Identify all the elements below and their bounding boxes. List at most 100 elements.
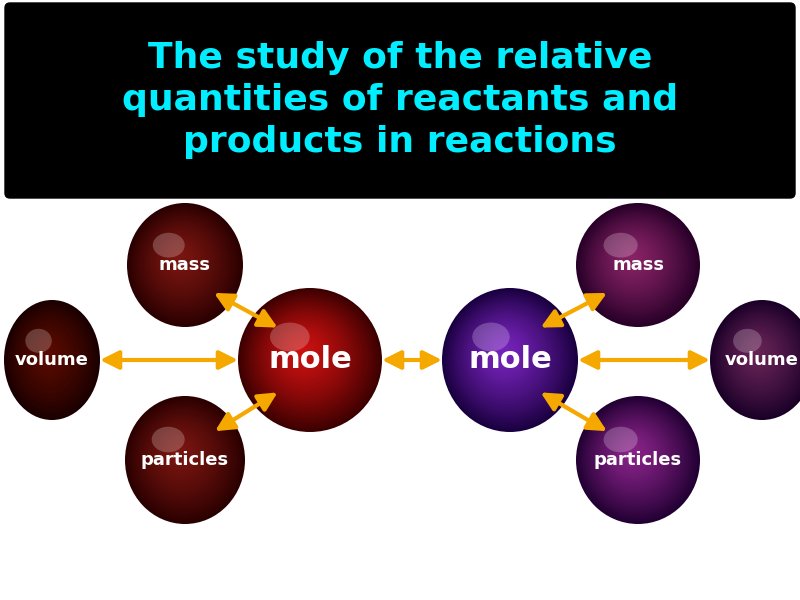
Ellipse shape	[289, 337, 318, 366]
Ellipse shape	[714, 305, 800, 413]
Ellipse shape	[458, 304, 558, 410]
Ellipse shape	[32, 334, 64, 374]
Ellipse shape	[138, 409, 230, 507]
Ellipse shape	[625, 445, 638, 458]
Ellipse shape	[622, 247, 642, 268]
Ellipse shape	[731, 324, 787, 388]
Ellipse shape	[609, 235, 658, 284]
Ellipse shape	[598, 224, 672, 298]
Ellipse shape	[253, 302, 363, 413]
Ellipse shape	[602, 227, 667, 294]
Ellipse shape	[494, 341, 512, 360]
Ellipse shape	[618, 438, 646, 467]
Ellipse shape	[162, 240, 198, 277]
Ellipse shape	[257, 307, 358, 407]
Ellipse shape	[144, 221, 222, 303]
Ellipse shape	[26, 327, 71, 383]
Ellipse shape	[150, 421, 214, 490]
Ellipse shape	[38, 341, 57, 365]
Ellipse shape	[244, 294, 374, 424]
Ellipse shape	[594, 414, 677, 499]
Ellipse shape	[582, 401, 693, 517]
Ellipse shape	[733, 329, 762, 353]
Ellipse shape	[266, 314, 347, 396]
Ellipse shape	[607, 233, 661, 287]
Ellipse shape	[711, 302, 800, 418]
Ellipse shape	[174, 252, 182, 260]
Ellipse shape	[34, 335, 62, 371]
Ellipse shape	[629, 449, 633, 453]
Ellipse shape	[587, 214, 686, 313]
Ellipse shape	[442, 288, 578, 432]
Ellipse shape	[30, 332, 66, 376]
Ellipse shape	[130, 206, 238, 322]
Ellipse shape	[726, 317, 794, 397]
Ellipse shape	[246, 296, 371, 421]
Ellipse shape	[276, 325, 334, 382]
Ellipse shape	[614, 240, 651, 277]
Ellipse shape	[460, 307, 555, 407]
Ellipse shape	[148, 419, 216, 492]
Ellipse shape	[742, 335, 774, 371]
Ellipse shape	[590, 217, 682, 308]
Ellipse shape	[17, 316, 84, 400]
Text: volume: volume	[725, 351, 799, 369]
Ellipse shape	[476, 323, 535, 385]
Ellipse shape	[607, 427, 661, 482]
Ellipse shape	[272, 320, 339, 388]
Ellipse shape	[4, 300, 100, 420]
Ellipse shape	[596, 223, 674, 301]
Ellipse shape	[130, 401, 238, 517]
Ellipse shape	[286, 335, 320, 368]
Ellipse shape	[490, 337, 517, 366]
Ellipse shape	[610, 430, 656, 478]
Ellipse shape	[739, 332, 777, 376]
Ellipse shape	[733, 325, 785, 385]
Ellipse shape	[750, 344, 763, 360]
Text: volume: volume	[15, 351, 89, 369]
Ellipse shape	[158, 235, 204, 284]
Ellipse shape	[174, 447, 182, 455]
Ellipse shape	[176, 254, 180, 258]
Ellipse shape	[486, 333, 522, 371]
Ellipse shape	[151, 423, 211, 487]
Ellipse shape	[629, 254, 633, 258]
Ellipse shape	[583, 403, 690, 514]
Ellipse shape	[620, 245, 645, 270]
Ellipse shape	[492, 339, 514, 363]
Ellipse shape	[293, 341, 312, 360]
Ellipse shape	[156, 233, 206, 287]
Ellipse shape	[238, 288, 382, 432]
Ellipse shape	[176, 449, 180, 453]
Ellipse shape	[721, 312, 800, 404]
Ellipse shape	[609, 428, 658, 480]
Ellipse shape	[164, 436, 196, 470]
Text: mass: mass	[612, 256, 664, 274]
Ellipse shape	[612, 238, 654, 280]
Ellipse shape	[716, 307, 800, 411]
Ellipse shape	[159, 236, 202, 282]
Ellipse shape	[153, 425, 209, 485]
Ellipse shape	[171, 248, 186, 265]
Ellipse shape	[135, 212, 232, 315]
Ellipse shape	[587, 407, 686, 509]
Ellipse shape	[250, 300, 366, 415]
Ellipse shape	[285, 333, 323, 371]
Ellipse shape	[262, 310, 353, 401]
Ellipse shape	[627, 447, 635, 455]
Ellipse shape	[743, 337, 771, 370]
Ellipse shape	[22, 322, 77, 390]
Ellipse shape	[748, 343, 766, 362]
Ellipse shape	[746, 341, 767, 365]
Ellipse shape	[452, 298, 566, 418]
Ellipse shape	[18, 317, 82, 397]
Text: The study of the relative
quantities of reactants and
products in reactions: The study of the relative quantities of …	[122, 41, 678, 159]
Ellipse shape	[129, 400, 241, 519]
Ellipse shape	[129, 205, 241, 325]
Ellipse shape	[36, 339, 58, 367]
Ellipse shape	[474, 320, 538, 388]
Ellipse shape	[132, 403, 236, 514]
Ellipse shape	[576, 203, 700, 327]
Ellipse shape	[454, 300, 562, 415]
Ellipse shape	[39, 343, 55, 362]
